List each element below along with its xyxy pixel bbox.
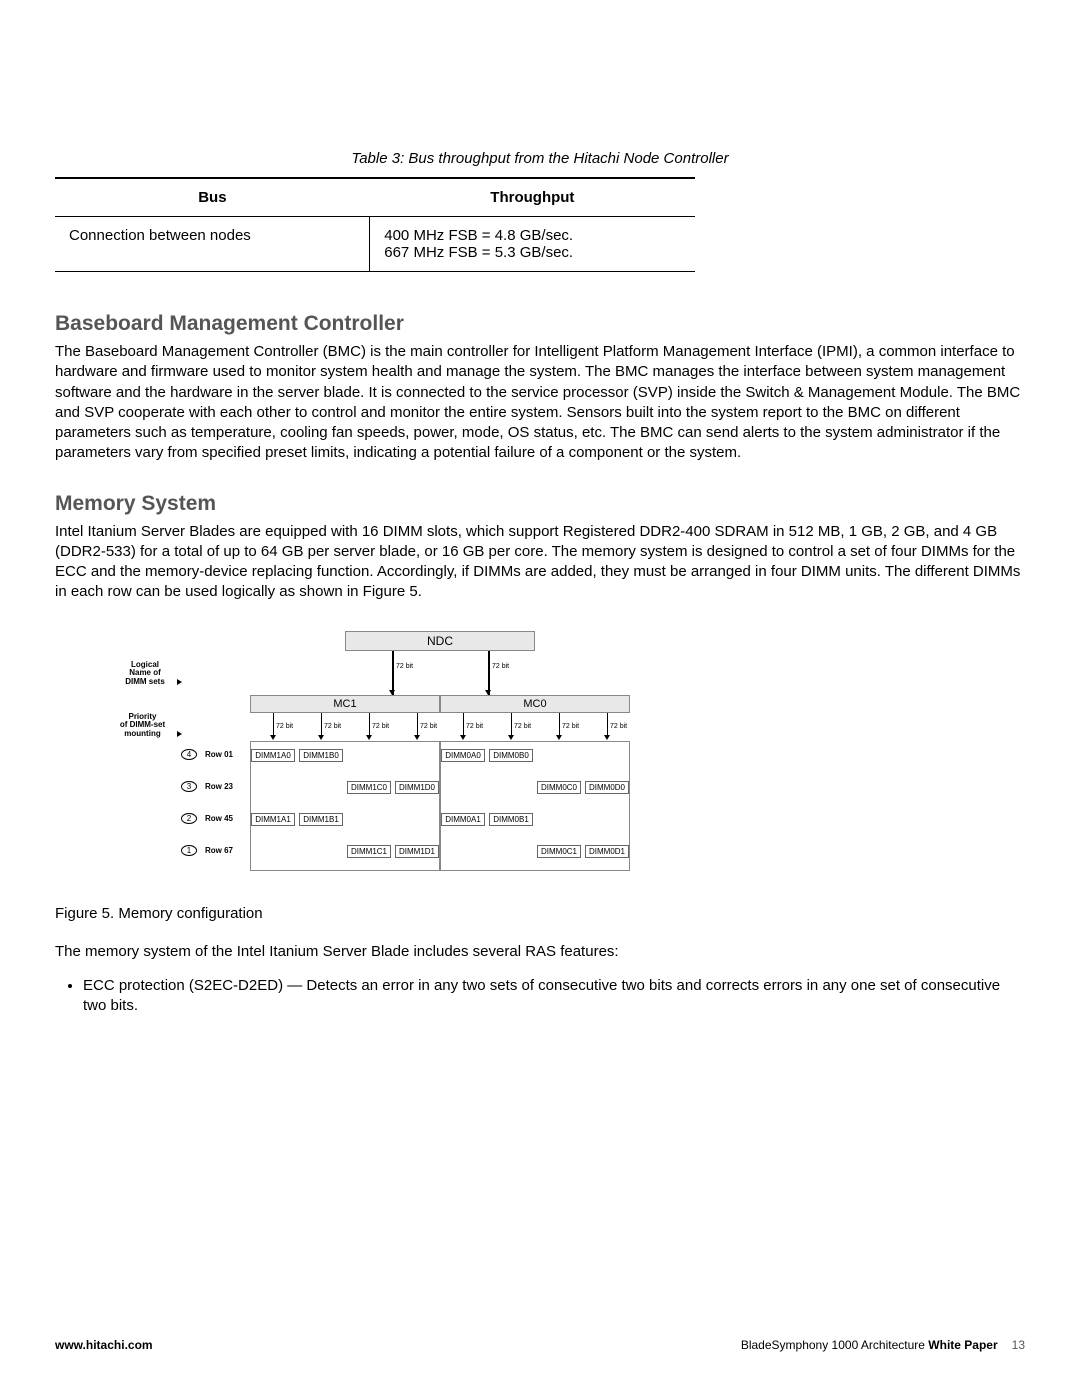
ras-feature-list: ECC protection (S2EC-D2ED) — Detects an … — [83, 976, 1025, 1017]
footer-title: BladeSymphony 1000 Architecture White Pa… — [741, 1338, 1025, 1352]
paragraph-memory: Intel Itanium Server Blades are equipped… — [55, 522, 1025, 603]
bit-label: 72 bit — [324, 723, 341, 730]
side-label-priority: Priority of DIMM-set mounting — [110, 713, 175, 739]
priority-oval: 2 — [181, 813, 197, 824]
table-row: Connection between nodes 400 MHz FSB = 4… — [55, 217, 695, 272]
side-label-logical: Logical Name of DIMM sets — [115, 661, 175, 687]
dimm-slot: DIMM0D1 — [585, 845, 629, 858]
page-footer: www.hitachi.com BladeSymphony 1000 Archi… — [55, 1338, 1025, 1352]
dimm-slot: DIMM1B0 — [299, 749, 343, 762]
bit-label: 72 bit — [372, 723, 389, 730]
ndc-box: NDC — [345, 631, 535, 651]
page-number: 13 — [1012, 1338, 1025, 1352]
heading-bmc: Baseboard Management Controller — [55, 312, 1025, 336]
bit-label: 72 bit — [276, 723, 293, 730]
list-item: ECC protection (S2EC-D2ED) — Detects an … — [83, 976, 1025, 1017]
priority-oval: 3 — [181, 781, 197, 792]
mc0-box: MC0 — [440, 695, 630, 713]
bit-label: 72 bit — [420, 723, 437, 730]
dimm-slot: DIMM1D1 — [395, 845, 439, 858]
row-label: Row 45 — [205, 814, 233, 823]
heading-memory: Memory System — [55, 492, 1025, 516]
dimm-slot: DIMM1C1 — [347, 845, 391, 858]
bit-label: 72 bit — [610, 723, 627, 730]
row-label: Row 23 — [205, 782, 233, 791]
dimm-slot: DIMM0C0 — [537, 781, 581, 794]
table-header-throughput: Throughput — [370, 178, 695, 217]
footer-url: www.hitachi.com — [55, 1338, 153, 1352]
priority-oval: 1 — [181, 845, 197, 856]
table-caption: Table 3: Bus throughput from the Hitachi… — [55, 150, 1025, 167]
dimm-slot: DIMM1D0 — [395, 781, 439, 794]
row-label: Row 01 — [205, 750, 233, 759]
dimm-slot: DIMM0B0 — [489, 749, 533, 762]
bit-label: 72 bit — [396, 663, 413, 670]
bit-label: 72 bit — [562, 723, 579, 730]
dimm-slot: DIMM0A0 — [441, 749, 485, 762]
paragraph-ras-intro: The memory system of the Intel Itanium S… — [55, 942, 1025, 962]
bit-label: 72 bit — [466, 723, 483, 730]
dimm-slot: DIMM1B1 — [299, 813, 343, 826]
paragraph-bmc: The Baseboard Management Controller (BMC… — [55, 342, 1025, 464]
figure-caption: Figure 5. Memory configuration — [55, 905, 1025, 922]
bus-throughput-table: Bus Throughput Connection between nodes … — [55, 177, 695, 272]
priority-oval: 4 — [181, 749, 197, 760]
bit-label: 72 bit — [514, 723, 531, 730]
dimm-slot: DIMM0A1 — [441, 813, 485, 826]
dimm-slot: DIMM0B1 — [489, 813, 533, 826]
row-label: Row 67 — [205, 846, 233, 855]
cell-bus: Connection between nodes — [55, 217, 370, 272]
memory-diagram: NDC 72 bit 72 bit MC1 MC0 Logical Name o… — [115, 631, 755, 891]
dimm-slot: DIMM1A0 — [251, 749, 295, 762]
bit-label: 72 bit — [492, 663, 509, 670]
table-header-bus: Bus — [55, 178, 370, 217]
dimm-slot: DIMM1A1 — [251, 813, 295, 826]
dimm-slot: DIMM0D0 — [585, 781, 629, 794]
dimm-slot: DIMM0C1 — [537, 845, 581, 858]
dimm-slot: DIMM1C0 — [347, 781, 391, 794]
mc1-box: MC1 — [250, 695, 440, 713]
cell-throughput: 400 MHz FSB = 4.8 GB/sec. 667 MHz FSB = … — [370, 217, 695, 272]
